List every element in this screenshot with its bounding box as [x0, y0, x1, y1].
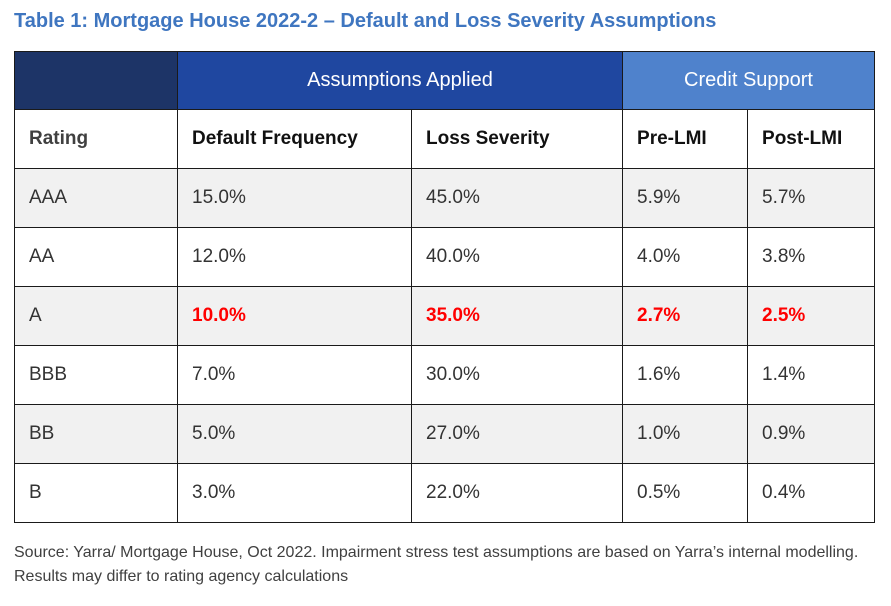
- loss-severity-cell: 30.0%: [410, 345, 624, 405]
- pre-lmi-cell: 4.0%: [622, 227, 749, 287]
- default-frequency-cell: 3.0%: [177, 463, 412, 523]
- default-frequency-cell: 5.0%: [177, 404, 412, 464]
- table-row-b: B 3.0% 22.0% 0.5% 0.4%: [14, 463, 876, 523]
- post-lmi-cell: 1.4%: [747, 345, 876, 405]
- column-header-row: Rating Default Frequency Loss Severity P…: [14, 109, 876, 169]
- rating-cell: BBB: [14, 345, 178, 405]
- loss-severity-cell: 27.0%: [410, 404, 624, 464]
- pre-lmi-cell: 5.9%: [622, 168, 749, 228]
- rating-cell: BB: [14, 404, 178, 464]
- rating-cell: AAA: [14, 168, 178, 228]
- rating-cell: AA: [14, 227, 178, 287]
- rating-column-header: Rating: [14, 109, 178, 169]
- post-lmi-cell: 5.7%: [747, 168, 876, 228]
- table-row-a-highlighted: A 10.0% 35.0% 2.7% 2.5%: [14, 286, 876, 346]
- table-row-bbb: BBB 7.0% 30.0% 1.6% 1.4%: [14, 345, 876, 405]
- post-lmi-column-header: Post-LMI: [747, 109, 876, 169]
- loss-severity-cell: 22.0%: [410, 463, 624, 523]
- group-header-row: Assumptions Applied Credit Support: [14, 51, 876, 110]
- post-lmi-cell-highlighted: 2.5%: [747, 286, 876, 346]
- pre-lmi-cell: 1.6%: [622, 345, 749, 405]
- table-title: Table 1: Mortgage House 2022-2 – Default…: [14, 10, 717, 32]
- loss-severity-cell: 45.0%: [410, 168, 624, 228]
- assumptions-applied-header: Assumptions Applied: [176, 51, 624, 110]
- table-row-aa: AA 12.0% 40.0% 4.0% 3.8%: [14, 227, 876, 287]
- credit-support-header: Credit Support: [622, 51, 876, 110]
- default-frequency-cell: 12.0%: [177, 227, 412, 287]
- corner-header-cell: [14, 51, 178, 110]
- pre-lmi-cell: 1.0%: [622, 404, 749, 464]
- post-lmi-cell: 3.8%: [747, 227, 876, 287]
- default-frequency-cell: 15.0%: [177, 168, 412, 228]
- default-frequency-cell: 7.0%: [177, 345, 412, 405]
- default-frequency-column-header: Default Frequency: [177, 109, 412, 169]
- default-frequency-cell-highlighted: 10.0%: [177, 286, 412, 346]
- loss-severity-column-header: Loss Severity: [410, 109, 624, 169]
- post-lmi-cell: 0.9%: [747, 404, 876, 464]
- table-row-bb: BB 5.0% 27.0% 1.0% 0.9%: [14, 404, 876, 464]
- rating-cell: B: [14, 463, 178, 523]
- post-lmi-cell: 0.4%: [747, 463, 876, 523]
- source-note: Source: Yarra/ Mortgage House, Oct 2022.…: [14, 544, 859, 585]
- loss-severity-cell: 40.0%: [410, 227, 624, 287]
- pre-lmi-cell: 0.5%: [622, 463, 749, 523]
- table-row-aaa: AAA 15.0% 45.0% 5.9% 5.7%: [14, 168, 876, 228]
- loss-severity-cell-highlighted: 35.0%: [410, 286, 624, 346]
- rating-cell: A: [14, 286, 178, 346]
- pre-lmi-cell-highlighted: 2.7%: [622, 286, 749, 346]
- assumptions-table: Assumptions Applied Credit Support Ratin…: [14, 51, 876, 523]
- pre-lmi-column-header: Pre-LMI: [622, 109, 749, 169]
